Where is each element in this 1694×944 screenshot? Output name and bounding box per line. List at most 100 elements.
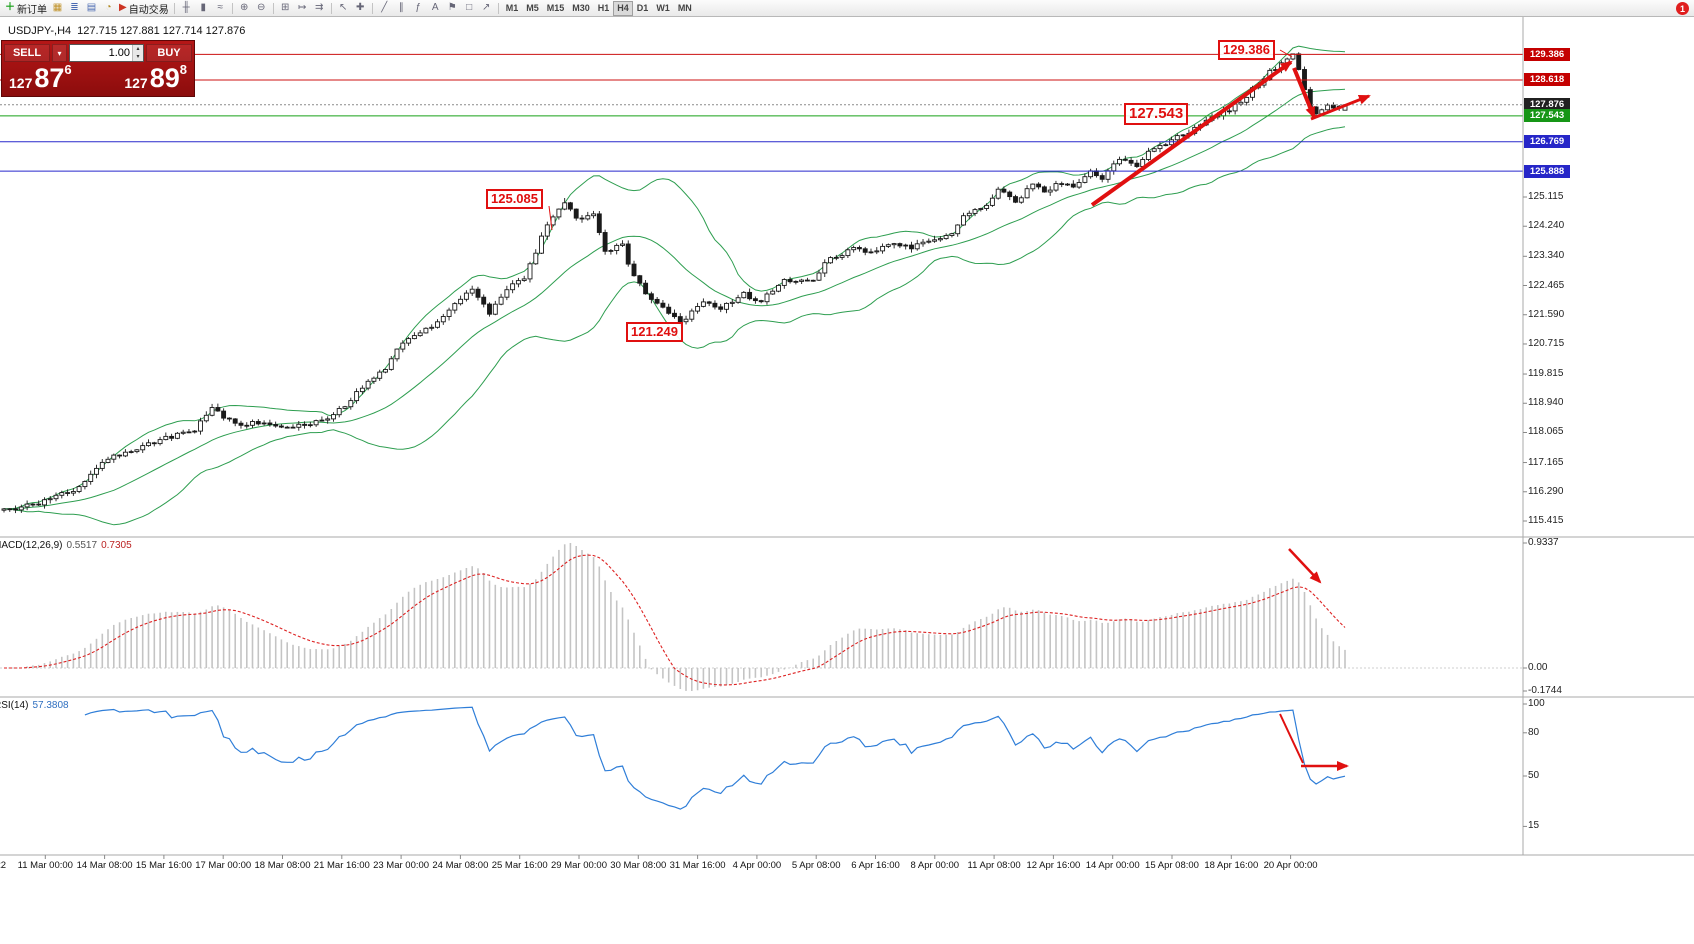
zoom-out-icon: ⊖ xyxy=(257,2,266,13)
rsi-value: 57.3808 xyxy=(32,700,69,711)
label-icon: ⚑ xyxy=(447,2,457,13)
price-axis[interactable] xyxy=(1523,17,1694,855)
timeframe-m30-button[interactable]: M30 xyxy=(572,3,590,13)
timeframe-h4-button[interactable]: H4 xyxy=(613,0,633,16)
history-button[interactable]: ◔ xyxy=(100,1,117,16)
shapes-icon: □ xyxy=(466,2,473,13)
price-annotation[interactable]: 129.386 xyxy=(1218,40,1275,60)
trendline-button[interactable]: ╱ xyxy=(376,1,393,16)
price-annotation[interactable]: 125.085 xyxy=(486,189,543,209)
price-annotation[interactable]: 121.249 xyxy=(626,322,683,342)
price-annotation[interactable]: 127.543 xyxy=(1124,103,1189,125)
main-toolbar: ＋ 新订单 ▦ ≣ ▤ ◔ ▶ 自动交易 ╫ ▮ ≈ ⊕ ⊖ ⊞ ↦ ⇉ ↖ ✚ ╱ ∥ ƒ A ⚑ □ ↗ M1 M5… xyxy=(0,0,1694,17)
sell-price[interactable]: 127 87 6 xyxy=(9,62,72,92)
timeframe-m1-button[interactable]: M1 xyxy=(505,3,519,13)
new-order-label: 新订单 xyxy=(17,4,47,16)
line-chart-button[interactable]: ≈ xyxy=(212,1,229,16)
auto-scroll-button[interactable]: ↦ xyxy=(294,1,311,16)
arrow-tool-icon: ↗ xyxy=(482,2,491,13)
charts-grid-icon: ▦ xyxy=(52,2,63,13)
trendline-icon: ╱ xyxy=(381,2,388,13)
text-icon: A xyxy=(431,2,439,13)
crosshair-button[interactable]: ✚ xyxy=(352,1,369,16)
shapes-button[interactable]: □ xyxy=(461,1,478,16)
autotrading-button[interactable]: ▶ 自动交易 xyxy=(117,1,171,16)
fibonacci-icon: ƒ xyxy=(415,2,421,13)
cursor-button[interactable]: ↖ xyxy=(335,1,352,16)
fibonacci-button[interactable]: ƒ xyxy=(410,1,427,16)
chevron-down-icon: ▾ xyxy=(57,48,62,58)
toolbar-timeframes-group: M1 M5 M15 M30 H1 H4 D1 W1 MN xyxy=(502,0,696,16)
chart-shift-icon: ⇉ xyxy=(315,2,324,13)
macd-axis-min-label: -0.1744 xyxy=(1528,685,1562,696)
timeframe-d1-button[interactable]: D1 xyxy=(636,3,649,13)
candlestick-chart-icon: ▮ xyxy=(200,2,206,13)
rsi-title: RSI(14) xyxy=(0,700,29,711)
rsi-indicator-label: RSI(14)57.3808 xyxy=(0,700,69,711)
volume-field: ▴ ▾ xyxy=(69,44,144,62)
crosshair-icon: ✚ xyxy=(356,2,365,13)
buy-button[interactable]: BUY xyxy=(146,44,192,62)
sell-price-sup: 6 xyxy=(64,62,72,77)
volume-decrease-button[interactable]: ▾ xyxy=(133,53,143,61)
timeframe-w1-button[interactable]: W1 xyxy=(656,3,670,13)
buy-price-prefix: 127 xyxy=(124,75,148,91)
auto-scroll-icon: ↦ xyxy=(298,2,307,13)
toolbar-separator xyxy=(173,2,175,14)
toolbar-chart-tools-group: ╫ ▮ ≈ ⊕ ⊖ ⊞ ↦ ⇉ ↖ ✚ ╱ ∥ ƒ A ⚑ □ ↗ xyxy=(178,1,495,16)
label-button[interactable]: ⚑ xyxy=(444,1,461,16)
new-order-button[interactable]: ＋ 新订单 xyxy=(3,1,49,16)
new-order-plus-icon: ＋ xyxy=(5,2,15,13)
order-type-dropdown[interactable]: ▾ xyxy=(52,44,67,62)
toolbar-separator xyxy=(272,2,274,14)
macd-signal-value: 0.7305 xyxy=(101,540,132,551)
symbol-period-label: USDJPY-,H4 xyxy=(8,25,72,37)
text-button[interactable]: A xyxy=(427,1,444,16)
timeframe-h1-button[interactable]: H1 xyxy=(597,3,610,13)
tile-windows-icon: ⊞ xyxy=(281,2,290,13)
toolbar-separator xyxy=(497,2,499,14)
ohlc-values: 127.715 127.881 127.714 127.876 xyxy=(77,25,246,37)
channel-icon: ∥ xyxy=(398,2,404,13)
sell-button[interactable]: SELL xyxy=(4,44,50,62)
autotrading-label: 自动交易 xyxy=(128,4,169,16)
data-window-button[interactable]: ▤ xyxy=(83,1,100,16)
time-axis[interactable] xyxy=(0,855,1694,876)
chart-ohlc-header: USDJPY-,H4 127.715 127.881 127.714 127.87… xyxy=(8,25,251,37)
cursor-icon: ↖ xyxy=(339,2,348,13)
market-watch-button[interactable]: ≣ xyxy=(66,1,83,16)
chart-shift-button[interactable]: ⇉ xyxy=(311,1,328,16)
charts-grid-button[interactable]: ▦ xyxy=(49,1,66,16)
candlestick-chart-button[interactable]: ▮ xyxy=(195,1,212,16)
zoom-out-button[interactable]: ⊖ xyxy=(253,1,270,16)
toolbar-separator xyxy=(231,2,233,14)
macd-axis-max-label: 0.9337 xyxy=(1528,537,1559,548)
arrow-tool-button[interactable]: ↗ xyxy=(478,1,495,16)
volume-increase-button[interactable]: ▴ xyxy=(133,45,143,53)
bar-chart-icon: ╫ xyxy=(182,2,190,13)
timeframe-mn-button[interactable]: MN xyxy=(677,3,692,13)
autotrading-play-icon: ▶ xyxy=(119,2,127,13)
history-icon: ◔ xyxy=(105,2,112,13)
timeframe-m5-button[interactable]: M5 xyxy=(526,3,539,13)
data-window-icon: ▤ xyxy=(86,2,97,13)
volume-input[interactable] xyxy=(70,46,132,60)
bar-chart-button[interactable]: ╫ xyxy=(178,1,195,16)
tile-windows-button[interactable]: ⊞ xyxy=(277,1,294,16)
notification-badge[interactable]: 1 xyxy=(1676,2,1689,15)
toolbar-separator xyxy=(371,2,373,14)
buy-price-big: 89 xyxy=(149,63,180,93)
toolbar-separator xyxy=(330,2,332,14)
zoom-in-button[interactable]: ⊕ xyxy=(236,1,253,16)
sell-price-prefix: 127 xyxy=(9,75,33,91)
buy-price[interactable]: 127 89 8 xyxy=(124,63,187,93)
channel-button[interactable]: ∥ xyxy=(393,1,410,16)
macd-axis-zero-label: 0.00 xyxy=(1528,662,1548,673)
zoom-in-icon: ⊕ xyxy=(240,2,249,13)
timeframe-m15-button[interactable]: M15 xyxy=(546,3,565,13)
market-watch-icon: ≣ xyxy=(70,2,79,13)
